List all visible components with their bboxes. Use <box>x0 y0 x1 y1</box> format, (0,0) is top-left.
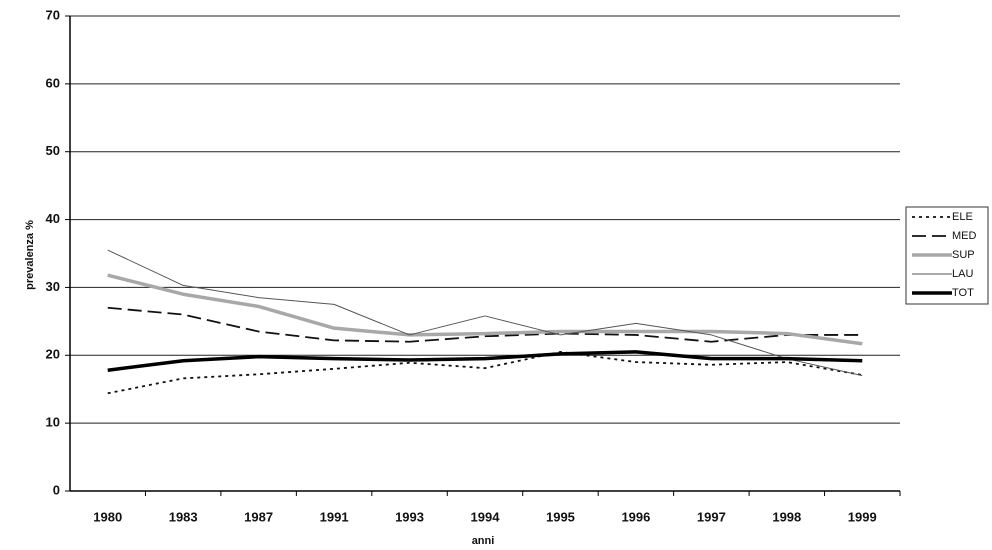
legend-label: ELE <box>952 211 973 223</box>
series-line <box>107 350 863 372</box>
legend-label: TOT <box>952 287 974 299</box>
x-tick-label: 1993 <box>395 509 424 524</box>
series-line <box>107 350 863 395</box>
x-tick-label: 1996 <box>621 509 650 524</box>
series-line <box>107 249 863 377</box>
y-tick-label: 70 <box>46 7 60 22</box>
legend: ELE MED SUP LAU TOT <box>905 206 989 305</box>
y-tick-label: 10 <box>46 415 60 430</box>
x-tick-label: 1983 <box>169 509 198 524</box>
x-tick-label: 1995 <box>546 509 575 524</box>
y-tick-label: 20 <box>46 347 60 362</box>
legend-label: LAU <box>952 268 973 280</box>
legend-label: MED <box>952 230 977 242</box>
y-tick-label: 60 <box>46 75 60 90</box>
y-tick-label: 30 <box>46 279 60 294</box>
x-tick-label: 1991 <box>320 509 349 524</box>
x-tick-label: 1994 <box>471 509 501 524</box>
x-tick-label: 1980 <box>93 509 122 524</box>
series-line <box>107 273 863 346</box>
x-tick-label: 1999 <box>848 509 877 524</box>
y-tick-label: 40 <box>46 211 60 226</box>
x-tick-label: 1997 <box>697 509 726 524</box>
x-tick-label: 1987 <box>244 509 273 524</box>
y-axis-title: prevalenza % <box>24 220 36 290</box>
y-tick-label: 0 <box>53 482 60 497</box>
series-line <box>107 306 863 343</box>
x-tick-label: 1998 <box>772 509 801 524</box>
x-axis-title: anni <box>472 535 495 547</box>
legend-label: SUP <box>952 249 975 261</box>
y-tick-label: 50 <box>46 143 60 158</box>
